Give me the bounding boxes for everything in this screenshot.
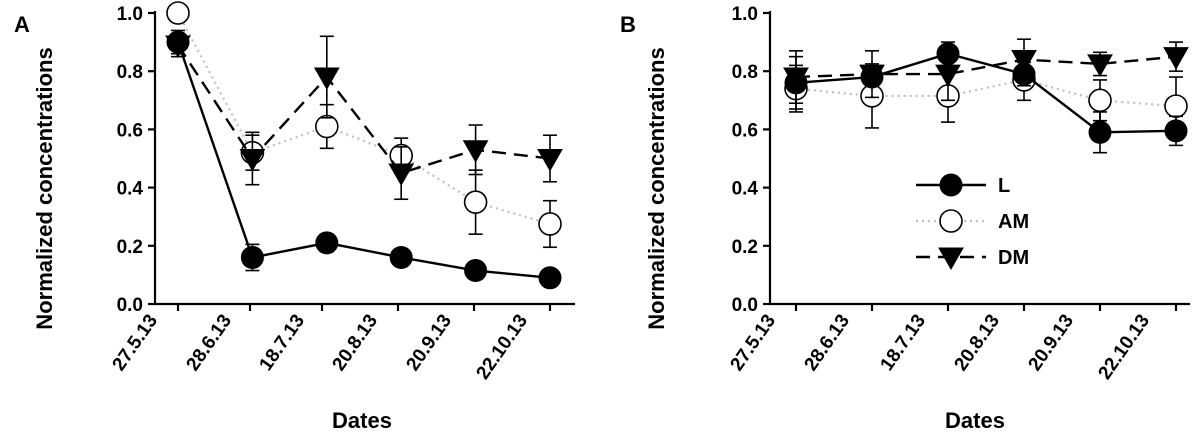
y-axis-title: Normalized concentrations (32, 47, 57, 329)
data-point (935, 64, 961, 88)
data-point (784, 71, 808, 95)
data-point (314, 114, 339, 139)
legend-label: AM (998, 211, 1029, 233)
x-tick-label: 20.9.13 (1025, 311, 1079, 375)
series-dm (165, 32, 563, 201)
panel-b: B 0.0 0.2 0.4 0.6 0.8 1.0 27.5.13 28.6.13 18.7.13… (620, 4, 1190, 433)
x-tick-label: 28.6.13 (183, 311, 237, 375)
series-line (795, 52, 1177, 134)
data-point (1164, 119, 1188, 143)
data-point (1012, 62, 1036, 86)
series-l (166, 29, 562, 290)
y-axis-title: Normalized concentrations (644, 47, 669, 329)
x-axis-title: Dates (945, 408, 1005, 433)
series-am (166, 1, 562, 249)
x-tick-label: 27.5.13 (727, 311, 781, 375)
x-tick-label: 22.10.13 (472, 311, 532, 384)
panel-a: A 0.0 0.2 0.4 0.6 0.8 1.0 27.5.13 28.6.13 18.7.13… (14, 1, 575, 433)
x-tick-label: 20.8.13 (329, 311, 383, 375)
y-tick-label: 0.0 (117, 295, 143, 316)
legend-marker (939, 209, 963, 233)
data-point (166, 1, 190, 25)
series-line (177, 12, 551, 226)
x-tick-label: 18.7.13 (877, 311, 931, 375)
data-point (936, 42, 960, 66)
y-tick-label: 0.6 (117, 120, 143, 141)
data-point (1163, 47, 1189, 70)
x-tick-label: 20.8.13 (951, 311, 1005, 375)
x-tick-label: 27.5.13 (109, 311, 163, 375)
series-line (795, 55, 1177, 79)
legend-label: DM (998, 247, 1029, 269)
data-point (462, 140, 489, 163)
data-point (313, 67, 340, 91)
series-line (176, 44, 551, 175)
y-tick-label: 0.0 (732, 295, 758, 316)
legend-marker (938, 247, 964, 271)
legend: L AM DM (916, 173, 1029, 271)
x-axis-title: Dates (332, 408, 392, 433)
y-tick-label: 0.8 (117, 62, 143, 83)
data-point (463, 190, 488, 214)
y-tick-label: 0.2 (117, 237, 143, 258)
y-tick-label: 0.2 (732, 237, 758, 258)
panel-label: B (620, 12, 636, 37)
series-l (784, 41, 1188, 154)
legend-label: L (998, 175, 1010, 197)
panel-label: A (14, 12, 30, 37)
data-point (538, 212, 562, 236)
y-tick-label: 0.8 (732, 62, 758, 83)
y-tick-label: 1.0 (117, 4, 143, 25)
data-point (538, 266, 562, 290)
data-point (389, 245, 413, 269)
data-point (166, 30, 190, 54)
x-tick-label: 28.6.13 (801, 311, 855, 375)
data-point (1164, 94, 1188, 118)
x-tick-label: 18.7.13 (256, 311, 310, 375)
data-point (1087, 54, 1113, 77)
x-tick-label: 22.10.13 (1094, 311, 1154, 384)
data-point (315, 231, 339, 255)
y-tick-label: 0.4 (117, 179, 144, 200)
data-point (1011, 50, 1037, 73)
y-tick-label: 1.0 (732, 4, 758, 25)
data-point (239, 149, 266, 172)
series-am (784, 58, 1188, 137)
data-point (240, 245, 264, 269)
y-tick-label: 0.4 (732, 179, 759, 200)
data-point (860, 65, 884, 89)
series-line (795, 78, 1177, 108)
x-tick-label: 20.9.13 (403, 311, 457, 375)
data-point (388, 163, 415, 187)
series-line (176, 41, 551, 280)
data-point (1088, 120, 1112, 144)
data-point (537, 149, 563, 172)
y-tick-label: 0.6 (732, 120, 758, 141)
data-point (1088, 88, 1112, 113)
data-point (464, 259, 488, 283)
legend-marker (939, 173, 963, 197)
